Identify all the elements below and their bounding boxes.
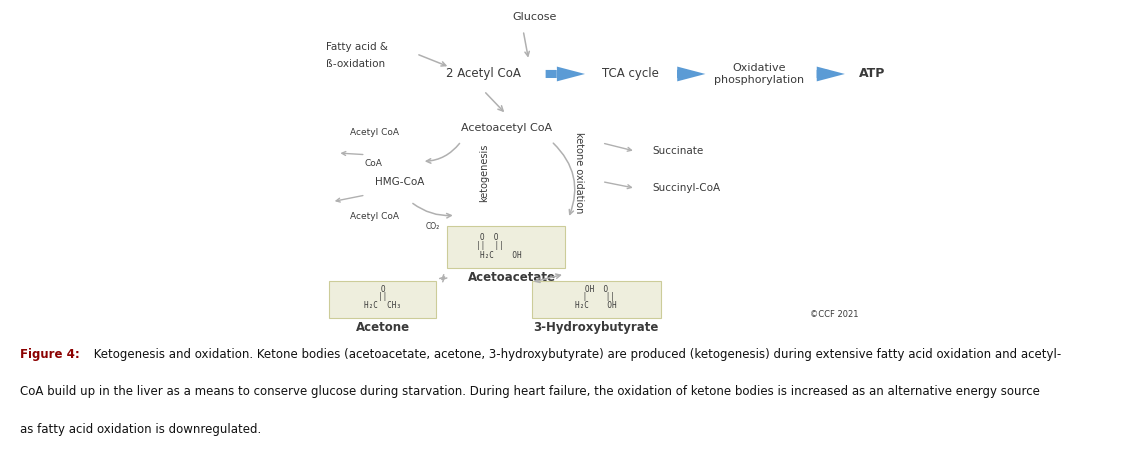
Text: Ketogenesis and oxidation. Ketone bodies (acetoacetate, acetone, 3-hydroxybutyra: Ketogenesis and oxidation. Ketone bodies… — [90, 348, 1061, 361]
Text: Acetyl CoA: Acetyl CoA — [350, 212, 399, 221]
Text: O  O: O O — [480, 233, 498, 241]
Polygon shape — [817, 67, 845, 81]
Text: Acetyl CoA: Acetyl CoA — [350, 128, 399, 137]
Text: ||  ||: || || — [476, 241, 503, 250]
Polygon shape — [677, 67, 705, 81]
Text: Succinyl-CoA: Succinyl-CoA — [652, 183, 721, 193]
Text: Acetoacetate: Acetoacetate — [468, 271, 556, 284]
Polygon shape — [546, 67, 585, 81]
Text: ||: || — [378, 292, 387, 301]
Text: H₂C  CH₃: H₂C CH₃ — [364, 302, 400, 311]
Text: HMG-CoA: HMG-CoA — [375, 177, 424, 187]
Text: TCA cycle: TCA cycle — [602, 67, 658, 80]
Text: Fatty acid &: Fatty acid & — [326, 42, 388, 52]
Text: |    ||: | || — [578, 292, 614, 301]
Text: ß-oxidation: ß-oxidation — [326, 59, 386, 69]
Text: Acetone: Acetone — [356, 321, 410, 334]
Text: CoA: CoA — [364, 159, 382, 168]
Text: O: O — [380, 285, 385, 294]
Text: CoA build up in the liver as a means to conserve glucose during starvation. Duri: CoA build up in the liver as a means to … — [20, 385, 1041, 398]
Text: Figure 4:: Figure 4: — [20, 348, 80, 361]
Text: Acetoacetyl CoA: Acetoacetyl CoA — [461, 123, 552, 133]
Text: Succinate: Succinate — [652, 146, 704, 156]
FancyBboxPatch shape — [532, 281, 662, 318]
Text: ketone oxidation: ketone oxidation — [575, 133, 584, 214]
Text: as fatty acid oxidation is downregulated.: as fatty acid oxidation is downregulated… — [20, 423, 261, 436]
Text: ketogenesis: ketogenesis — [479, 144, 488, 202]
Text: ©CCF 2021: ©CCF 2021 — [810, 310, 858, 319]
Text: OH  O: OH O — [585, 285, 608, 294]
Text: H₂C    OH: H₂C OH — [480, 251, 522, 260]
FancyBboxPatch shape — [330, 281, 436, 318]
Text: Glucose: Glucose — [512, 12, 557, 22]
FancyBboxPatch shape — [448, 226, 566, 268]
Text: ATP: ATP — [858, 67, 885, 80]
Text: CO₂: CO₂ — [426, 222, 440, 232]
Text: 2 Acetyl CoA: 2 Acetyl CoA — [447, 67, 521, 80]
Text: H₂C    OH: H₂C OH — [576, 302, 616, 311]
Text: 3-Hydroxybutyrate: 3-Hydroxybutyrate — [533, 321, 659, 334]
Text: Oxidative
phosphorylation: Oxidative phosphorylation — [714, 63, 804, 85]
